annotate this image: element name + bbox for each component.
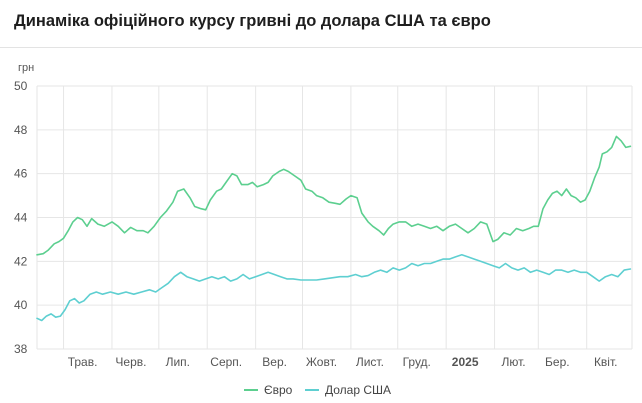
x-tick-label-7: Груд. [403, 355, 431, 369]
series-line-euro[interactable] [36, 135, 632, 256]
x-tick-label-6: Лист. [356, 355, 384, 369]
x-axis: Трав. Черв. Лип. Серп. Вер. Жовт. Лист. Груд. 20… [68, 355, 618, 369]
x-tick-label-11: Квіт. [594, 355, 618, 369]
x-tick-label-8: 2025 [452, 355, 479, 369]
y-tick-label-42: 42 [14, 254, 28, 268]
x-tick-label-1: Черв. [115, 355, 146, 369]
series-layer [36, 135, 632, 322]
y-tick-label-46: 46 [14, 167, 28, 181]
x-tick-label-9: Лют. [502, 355, 526, 369]
y-axis: 38 40 42 44 46 48 50 [14, 79, 28, 356]
legend: Євро Долар США [244, 383, 391, 397]
x-tick-label-5: Жовт. [306, 355, 337, 369]
y-axis-unit-label: грн [18, 62, 34, 74]
title-divider [0, 47, 642, 48]
legend-item-euro[interactable]: Євро [244, 383, 293, 397]
y-tick-label-50: 50 [14, 79, 28, 93]
series-line-usd[interactable] [36, 254, 632, 322]
legend-item-usd[interactable]: Долар США [305, 383, 391, 397]
legend-label-euro: Євро [264, 383, 293, 397]
chart-title: Динаміка офіційного курсу гривні до дола… [14, 12, 491, 30]
x-tick-label-4: Вер. [262, 355, 287, 369]
x-tick-label-2: Лип. [166, 355, 190, 369]
x-tick-label-3: Серп. [210, 355, 242, 369]
x-tick-label-10: Бер. [545, 355, 570, 369]
legend-label-usd: Долар США [325, 383, 391, 397]
x-tick-label-0: Трав. [68, 355, 98, 369]
y-tick-label-40: 40 [14, 298, 28, 312]
y-tick-label-38: 38 [14, 342, 28, 356]
y-tick-label-44: 44 [14, 211, 28, 225]
grid-layer [36, 85, 633, 350]
y-tick-label-48: 48 [14, 123, 28, 137]
